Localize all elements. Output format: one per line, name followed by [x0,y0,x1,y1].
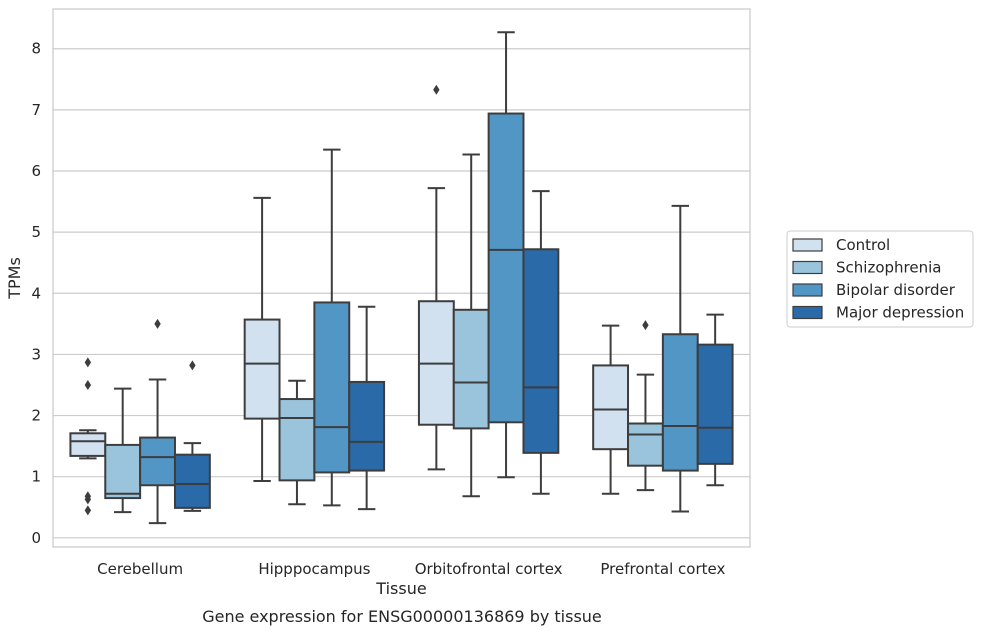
outlier-point [84,494,92,505]
boxes [69,31,734,525]
legend-swatch [792,238,823,252]
legend-label: Major depression [836,304,964,322]
box-iqr [592,364,630,451]
y-tick-label: 3 [31,345,41,363]
chart-caption: Gene expression for ENSG00000136869 by t… [202,607,602,626]
outlier-point [154,318,161,329]
y-tick-label: 4 [31,284,41,302]
y-tick-label: 0 [31,529,41,547]
legend-items: Control Schizophrenia Bipolar disorder Majo… [792,236,964,322]
box-iqr [452,308,490,430]
legend: Control Schizophrenia Bipolar disorder Majo… [786,230,974,328]
box-group [173,360,211,512]
box-iqr [696,343,734,465]
box-iqr [139,436,176,487]
x-tick-label: Prefrontal cortex [600,560,725,578]
box-iqr [487,112,525,424]
box-iqr [243,318,281,420]
box-group [243,196,281,482]
box-group [487,31,525,479]
box-iqr [313,301,351,474]
box-group [522,190,560,495]
box-group [278,379,316,506]
box-iqr [69,432,107,457]
legend-label: Bipolar disorder [836,281,956,299]
legend-frame [786,230,974,328]
box-group [139,318,176,525]
box-group [696,313,734,487]
y-tick-label: 5 [31,223,41,241]
box-iqr [348,380,386,472]
outlier-point [84,505,92,516]
gridlines [53,48,750,539]
box-group [417,84,455,471]
box-group [627,320,664,492]
x-tick-label: Hipppocampus [258,560,370,578]
box-iqr [522,248,560,454]
y-tick-label: 7 [31,101,41,119]
outlier-point [84,379,92,390]
box-iqr [173,453,211,509]
box-iqr [104,443,142,500]
box-group [348,305,386,511]
legend-swatch [792,305,823,320]
x-tick-label: Cerebellum [97,560,183,578]
x-tick-label: Orbitofrontal cortex [415,560,563,578]
box-group [452,153,490,498]
legend-swatch [792,260,823,275]
box-iqr [661,333,699,472]
y-tick-label: 6 [31,162,41,180]
box-group [104,387,142,514]
outlier-point [84,357,92,368]
outlier-point [189,360,196,371]
y-tick-label: 8 [31,40,41,58]
box-iqr [278,398,316,482]
outlier-point [642,320,649,331]
y-axis-ticks: 0 1 2 3 4 5 6 7 8 [31,40,41,547]
x-axis-label: Tissue [375,579,426,598]
plot-frame [52,8,751,548]
legend-swatch [792,283,823,297]
y-axis-label: TPMs [5,257,24,300]
box-iqr [627,422,664,467]
y-tick-label: 2 [31,407,41,425]
outlier-point [433,84,440,95]
y-tick-label: 1 [31,468,41,486]
legend-label: Schizophrenia [836,259,941,277]
x-axis-ticks: Cerebellum Hipppocampus Orbitofrontal cort… [97,560,725,578]
legend-label: Control [836,236,890,254]
box-group [592,324,630,495]
box-group [661,204,699,513]
box-group [69,357,107,516]
